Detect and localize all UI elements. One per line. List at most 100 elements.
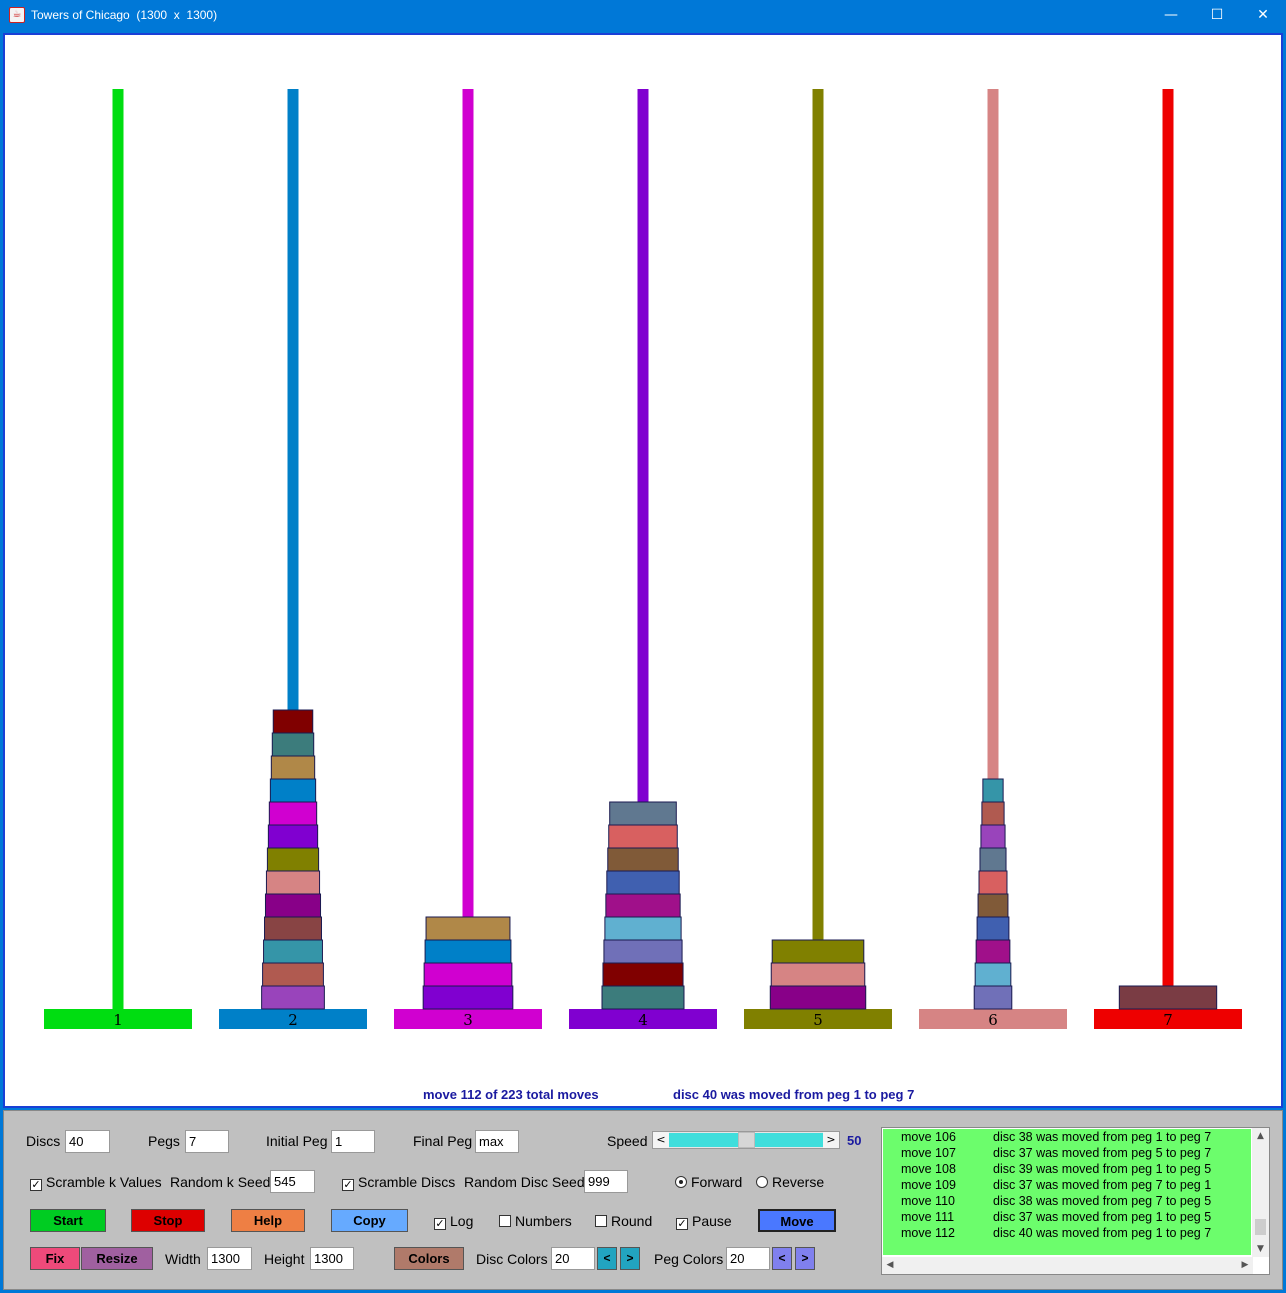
minimize-button[interactable]: —	[1148, 0, 1194, 32]
java-cup-icon: ☕	[9, 7, 25, 23]
speed-slider[interactable]: < >	[652, 1131, 840, 1149]
pegs-input[interactable]	[185, 1130, 229, 1153]
disc	[269, 778, 317, 803]
discs-input[interactable]	[65, 1130, 110, 1153]
vertical-scrollbar[interactable]: ▲ ▼	[1252, 1128, 1269, 1257]
peg-base	[44, 1009, 192, 1029]
scramble-k-checkbox[interactable]: ✓ Scramble k Values	[30, 1174, 162, 1191]
checkbox-checked-icon: ✓	[434, 1217, 446, 1230]
close-button[interactable]: ✕	[1240, 0, 1286, 32]
log-move-text: disc 40 was moved from peg 1 to peg 7	[993, 1226, 1212, 1240]
help-button[interactable]: Help	[231, 1209, 305, 1232]
initial-peg-input[interactable]	[331, 1130, 375, 1153]
disc	[608, 824, 678, 849]
slider-left-arrow-icon[interactable]: <	[653, 1132, 669, 1148]
scramble-discs-checkbox[interactable]: ✓ Scramble Discs	[342, 1174, 455, 1191]
peg-base	[394, 1009, 542, 1029]
random-k-seed-input[interactable]	[270, 1170, 315, 1193]
radio-selected-icon	[675, 1176, 687, 1188]
disc	[1118, 985, 1218, 1010]
move-counter-text: move 112 of 223 total moves	[423, 1087, 599, 1102]
log-entry: move 111 disc 37 was moved from peg 1 to …	[883, 1210, 1251, 1226]
log-move-text: disc 37 was moved from peg 5 to peg 7	[993, 1146, 1212, 1160]
stop-button[interactable]: Stop	[131, 1209, 205, 1232]
horizontal-scrollbar[interactable]: ◀ ▶	[882, 1257, 1253, 1274]
random-k-seed-label: Random k Seed	[170, 1174, 271, 1190]
log-move-number: move 111	[901, 1210, 955, 1224]
move-button[interactable]: Move	[758, 1209, 836, 1232]
height-label: Height	[264, 1251, 305, 1267]
disc	[422, 985, 514, 1010]
slider-right-arrow-icon[interactable]: >	[823, 1132, 839, 1148]
peg-base	[219, 1009, 367, 1029]
scroll-thumb[interactable]	[1255, 1219, 1266, 1235]
peg-colors-next-button[interactable]: >	[795, 1247, 815, 1270]
log-move-text: disc 37 was moved from peg 1 to peg 5	[993, 1210, 1212, 1224]
peg-label: 4	[638, 1011, 648, 1029]
window-title: Towers of Chicago (1300 x 1300)	[31, 8, 218, 22]
disc	[271, 732, 315, 757]
scramble-discs-label: Scramble Discs	[358, 1174, 456, 1190]
reverse-radio[interactable]: Reverse	[756, 1174, 824, 1190]
towers-board: 1 2 3 4 5 6 7	[44, 89, 1242, 1029]
disc-colors-prev-button[interactable]: <	[597, 1247, 617, 1270]
title-bar: ☕ Towers of Chicago (1300 x 1300) — ☐ ✕	[0, 0, 1286, 32]
height-input[interactable]	[310, 1247, 354, 1270]
resize-button[interactable]: Resize	[81, 1247, 153, 1270]
peg-base	[919, 1009, 1067, 1029]
log-move-number: move 107	[901, 1146, 956, 1160]
scroll-left-icon[interactable]: ◀	[886, 1260, 894, 1270]
forward-radio[interactable]: Forward	[675, 1174, 742, 1190]
maximize-button[interactable]: ☐	[1194, 0, 1240, 32]
log-move-number: move 112	[901, 1226, 955, 1240]
disc	[980, 824, 1006, 849]
peg-label: 2	[288, 1011, 298, 1029]
width-input[interactable]	[207, 1247, 252, 1270]
disc-colors-input[interactable]	[551, 1247, 595, 1270]
round-checkbox[interactable]: Round	[595, 1213, 652, 1229]
peg-base	[744, 1009, 892, 1029]
speed-label: Speed	[607, 1133, 648, 1149]
numbers-checkbox[interactable]: Numbers	[499, 1213, 572, 1229]
scroll-down-icon[interactable]: ▼	[1257, 1244, 1264, 1254]
disc	[981, 801, 1005, 826]
disc	[425, 916, 511, 941]
peg-pole	[812, 89, 824, 1009]
colors-button[interactable]: Colors	[394, 1247, 464, 1270]
log-checkbox[interactable]: ✓ Log	[434, 1213, 473, 1230]
log-move-number: move 109	[901, 1178, 956, 1192]
disc	[609, 801, 677, 826]
move-log[interactable]: move 106 disc 38 was moved from peg 1 to …	[881, 1127, 1270, 1275]
disc	[771, 939, 865, 964]
start-button[interactable]: Start	[30, 1209, 106, 1232]
copy-button[interactable]: Copy	[331, 1209, 408, 1232]
fix-button[interactable]: Fix	[30, 1247, 80, 1270]
numbers-label: Numbers	[515, 1213, 572, 1229]
disc-colors-next-button[interactable]: >	[620, 1247, 640, 1270]
final-peg-input[interactable]	[475, 1130, 519, 1153]
log-move-text: disc 39 was moved from peg 1 to peg 5	[993, 1162, 1212, 1176]
checkbox-checked-icon: ✓	[676, 1217, 688, 1230]
disc	[270, 755, 316, 780]
disc	[605, 893, 681, 918]
peg-label: 1	[113, 1011, 123, 1029]
puzzle-canvas[interactable]: 1 2 3 4 5 6 7 move 112 of 223 total moves disc…	[3, 33, 1283, 1108]
disc	[264, 893, 322, 918]
log-entry: move 108 disc 39 was moved from peg 1 to …	[883, 1162, 1251, 1178]
peg-pole	[987, 89, 999, 1009]
peg-label: 7	[1163, 1011, 1173, 1029]
scroll-up-icon[interactable]: ▲	[1257, 1131, 1264, 1141]
disc	[261, 985, 325, 1010]
scramble-k-label: Scramble k Values	[46, 1174, 162, 1190]
log-move-number: move 106	[901, 1130, 956, 1144]
random-disc-seed-input[interactable]	[584, 1170, 628, 1193]
scroll-right-icon[interactable]: ▶	[1241, 1260, 1249, 1270]
disc	[607, 847, 679, 872]
peg-colors-prev-button[interactable]: <	[772, 1247, 792, 1270]
slider-thumb[interactable]	[737, 1132, 755, 1148]
pause-checkbox[interactable]: ✓ Pause	[676, 1213, 732, 1230]
peg-pole	[637, 89, 649, 1009]
peg-colors-input[interactable]	[726, 1247, 770, 1270]
pegs-label: Pegs	[148, 1133, 180, 1149]
peg-pole	[462, 89, 474, 1009]
